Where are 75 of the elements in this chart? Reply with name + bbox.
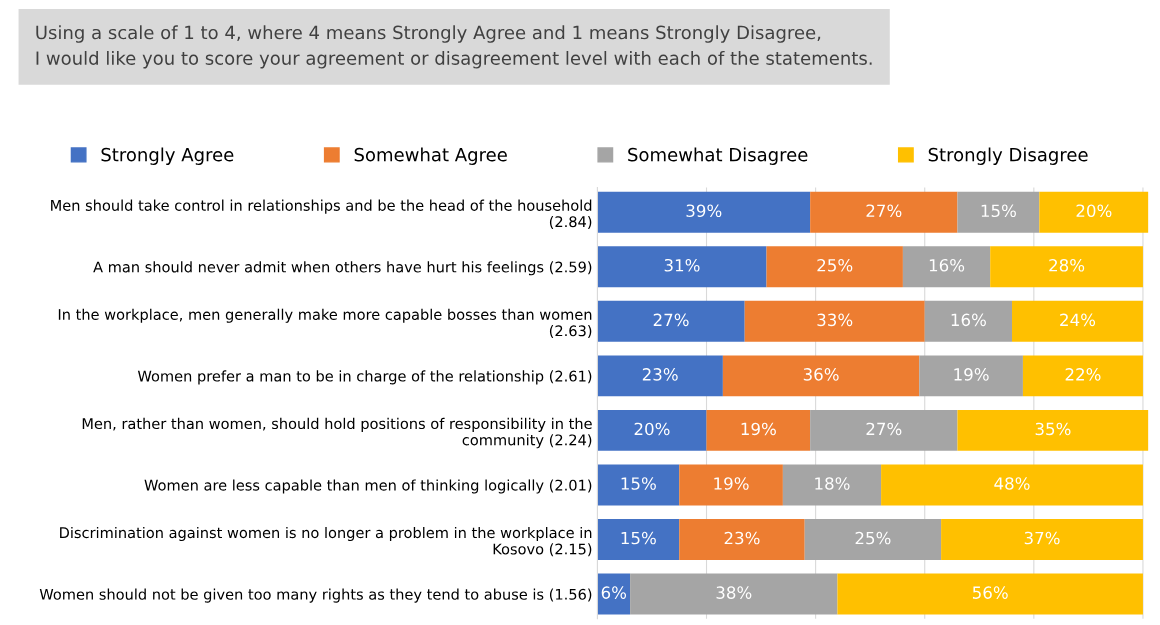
bar [766,246,903,288]
y-tick-label: Women should not be given too many rights as they tend to abuse is (1.56) [39,588,592,603]
data-label: 16% [929,258,965,272]
data-label: 19% [741,422,776,436]
data-label: 38% [716,586,752,599]
bar [597,464,680,506]
y-tick-label: Men, rather than women, should hold positions of responsibility in the community (2.24) [82,417,592,449]
data-label: 16% [951,313,986,327]
data-label: 48% [994,477,1030,490]
bar [941,519,1143,560]
bar [919,355,1023,397]
bar [597,300,745,342]
y-tick-label: Discrimination against women is no longer a problem in the workplace in Kosovo (2.15) [60,526,592,557]
bar [837,573,1143,615]
bar [957,191,1040,233]
bar [706,409,811,451]
bar [881,464,1143,506]
bar [1012,300,1143,342]
bar [1022,355,1143,397]
bar [804,519,942,560]
legend-label: Strongly Disagree [928,147,1088,165]
data-label: 15% [621,477,656,490]
data-label: 28% [1049,258,1085,272]
y-tick-label: In the workplace, men generally make more capable bosses than women (2.63) [58,308,592,339]
data-label: 35% [1035,422,1071,436]
data-label: 23% [724,531,760,545]
y-tick-label: Men should take control in relationships and be the head of the household (2.84) [51,199,592,229]
bar [744,300,925,342]
bar [810,191,958,233]
data-label: 6% [601,586,627,599]
bar [722,355,920,397]
chart-title: Using a scale of 1 to 4, where 4 means Strongly Agree and 1 means Strongly Disagree, I would like you to score your agreement or disagreement level with each of the statements. [36,25,872,69]
y-tick-label: A man should never admit when others have hurt his feelings (2.59) [93,261,592,276]
data-label: 25% [855,531,891,545]
data-label: 22% [1065,368,1101,381]
data-label: 31% [664,258,700,272]
bar [597,409,707,451]
bar [630,573,838,615]
data-label: 25% [817,258,853,272]
legend-label: Somewhat Agree [354,147,507,165]
bar [902,246,991,288]
data-label: 23% [642,368,678,381]
bar [957,409,1149,451]
bar [597,246,767,288]
data-label: 36% [803,368,839,381]
data-label: 15% [981,204,1016,218]
data-label: 37% [1024,531,1060,545]
data-label: 27% [866,204,902,218]
bar [597,191,811,233]
bar [597,573,631,615]
data-label: 18% [815,477,850,490]
data-label: 27% [653,313,689,327]
data-label: 19% [714,477,749,490]
data-label: 20% [634,422,670,436]
bar [597,519,680,560]
bar [810,409,958,451]
bar [782,464,882,506]
data-label: 19% [954,368,989,381]
bar [1039,191,1149,233]
legend-label: Somewhat Disagree [628,147,808,165]
bar [597,355,723,397]
data-label: 27% [866,422,902,436]
y-tick-label: Women are less capable than men of thinking logically (2.01) [144,479,592,494]
bar [679,464,783,506]
y-tick-label: Women prefer a man to be in charge of the relationship (2.61) [137,370,592,385]
bar [990,246,1143,288]
data-label: 20% [1076,204,1112,218]
data-label: 39% [686,204,722,218]
data-label: 56% [972,586,1008,599]
data-label: 15% [621,531,656,545]
data-label: 33% [817,313,853,327]
legend-label: Strongly Agree [101,147,234,165]
data-label: 24% [1060,313,1096,327]
bar [679,519,805,560]
bar [924,300,1013,342]
